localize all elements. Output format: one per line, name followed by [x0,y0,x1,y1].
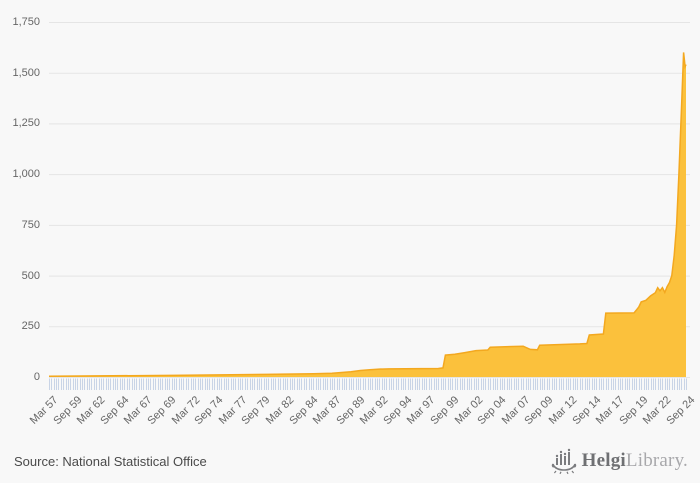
chart-footer: Source: National Statistical Office [0,444,700,483]
brand-logo: HelgiLibrary. [551,447,688,475]
y-tick-label: 1,750 [12,16,40,28]
area-series [49,52,686,378]
brand-name-helgi: Helgi [581,450,626,471]
y-tick-label: 250 [21,320,40,333]
y-tick-label: 1,000 [12,168,40,181]
source-label: Source: National Statistical Office [14,454,207,469]
viking-ship-bar-chart-icon [551,448,576,475]
y-tick-label: 500 [21,269,40,282]
brand-name-library: Library. [625,450,688,471]
y-tick-label: 1,250 [12,117,40,130]
area-series-line [48,52,687,377]
y-tick-label: 0 [33,371,40,383]
y-tick-label: 750 [21,218,40,231]
y-tick-label: 1,500 [12,66,40,79]
